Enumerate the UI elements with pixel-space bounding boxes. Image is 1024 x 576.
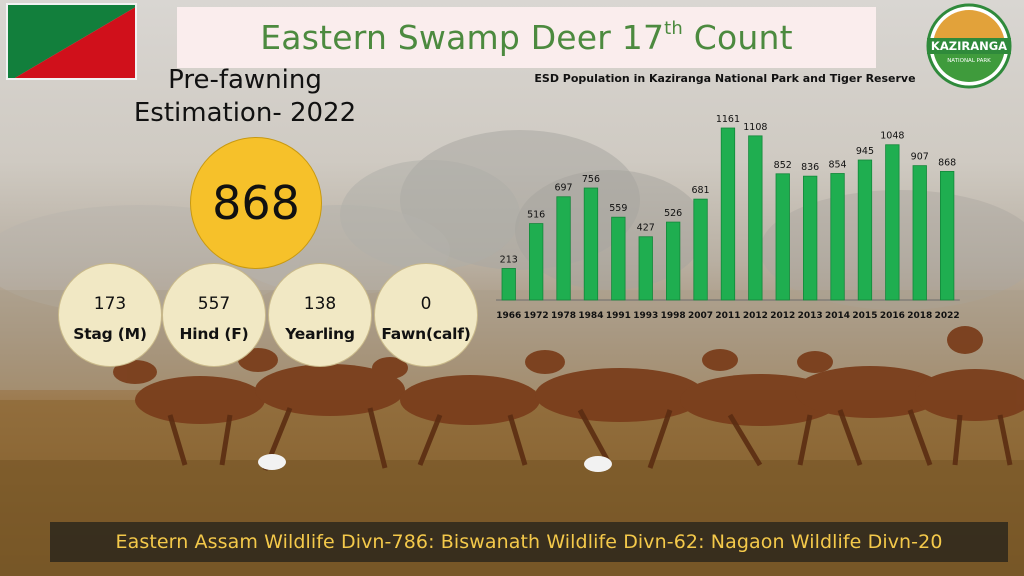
x-tick-label-14: 2016	[880, 311, 905, 321]
estimation-line-2: Estimation- 2022	[133, 98, 357, 128]
chart-bar-1993-5	[638, 236, 653, 301]
fawn-count: 0	[420, 294, 432, 314]
total-count: 868	[212, 176, 300, 230]
chart-bar-2007-7	[693, 198, 708, 301]
data-label-10: 852	[774, 160, 792, 171]
fawn-circle: 0 Fawn(calf)	[374, 263, 478, 367]
x-tick-label-5: 1993	[633, 311, 658, 321]
title-banner: Eastern Swamp Deer 17th Count	[177, 7, 876, 68]
data-label-15: 907	[911, 152, 929, 163]
data-label-7: 681	[691, 185, 709, 196]
data-label-13: 945	[856, 146, 874, 157]
data-label-14: 1048	[880, 131, 904, 142]
data-label-12: 854	[828, 159, 846, 170]
x-tick-label-10: 2012	[770, 311, 795, 321]
page-title: Eastern Swamp Deer 17th Count	[260, 18, 792, 57]
x-tick-label-2: 1978	[551, 311, 576, 321]
x-tick-label-16: 2022	[935, 311, 960, 321]
chart-bar-1966-0	[501, 268, 516, 301]
x-tick-label-1: 1972	[524, 311, 549, 321]
footer-text: Eastern Assam Wildlife Divn-786: Biswana…	[115, 531, 943, 553]
stag-count: 173	[93, 294, 127, 314]
estimation-heading: Pre-fawning Estimation- 2022	[110, 64, 380, 130]
hind-label: Hind (F)	[179, 325, 249, 343]
chart-bar-2013-11	[802, 175, 818, 301]
chart-bar-1998-6	[665, 221, 681, 301]
chart-bar-2018-15	[912, 165, 927, 301]
chart-bar-2016-14	[885, 144, 900, 301]
hind-count: 557	[197, 294, 231, 314]
chart-bar-1984-3	[583, 187, 599, 301]
x-tick-label-11: 2013	[798, 311, 823, 321]
data-label-0: 213	[500, 254, 518, 265]
footer-banner: Eastern Assam Wildlife Divn-786: Biswana…	[50, 522, 1008, 562]
data-label-5: 427	[637, 223, 655, 234]
chart-bar-2011-8	[720, 127, 736, 301]
population-chart: ESD Population in Kaziranga National Par…	[490, 68, 960, 328]
title-tail: Count	[683, 18, 793, 57]
x-tick-label-15: 2018	[907, 311, 932, 321]
logo-subtitle: NATIONAL PARK	[947, 58, 991, 64]
yearling-label: Yearling	[285, 325, 355, 343]
data-label-9: 1108	[743, 122, 767, 133]
chart-bar-2012-9	[748, 135, 763, 301]
title-ordinal-suffix: th	[664, 18, 684, 39]
x-tick-label-9: 2012	[743, 311, 768, 321]
x-tick-label-7: 2007	[688, 311, 713, 321]
x-tick-label-4: 1991	[606, 311, 631, 321]
chart-bar-2012-10	[775, 173, 790, 301]
data-label-4: 559	[609, 203, 627, 214]
chart-bar-1991-4	[611, 216, 626, 301]
estimation-line-1: Pre-fawning	[168, 65, 322, 95]
data-label-8: 1161	[716, 114, 740, 125]
data-label-16: 868	[938, 157, 956, 168]
data-label-1: 516	[527, 210, 545, 221]
data-label-2: 697	[554, 183, 572, 194]
yearling-circle: 138 Yearling	[268, 263, 372, 367]
x-tick-label-6: 1998	[661, 311, 686, 321]
chart-bar-1972-1	[529, 223, 544, 301]
stag-circle: 173 Stag (M)	[58, 263, 162, 367]
kaziranga-logo: KAZIRANGA NATIONAL PARK	[917, 2, 1021, 90]
hind-circle: 557 Hind (F)	[162, 263, 266, 367]
chart-bar-1978-2	[556, 196, 571, 301]
chart-bar-2014-12	[830, 173, 845, 301]
title-main: Eastern Swamp Deer 17	[260, 18, 665, 57]
x-tick-label-0: 1966	[496, 311, 521, 321]
data-label-11: 836	[801, 162, 819, 173]
data-label-3: 756	[582, 174, 600, 185]
x-tick-label-8: 2011	[715, 311, 740, 321]
x-tick-label-13: 2015	[852, 311, 877, 321]
chart-bar-2022-16	[939, 171, 955, 301]
stag-label: Stag (M)	[73, 325, 147, 343]
bar-chart-svg: 213 1966 516 1972 697 1978 756 1984 559 1991 427 19…	[496, 114, 960, 321]
yearling-count: 138	[303, 294, 337, 314]
data-label-6: 526	[664, 208, 682, 219]
chart-bar-2015-13	[857, 159, 873, 301]
x-tick-label-3: 1984	[578, 311, 603, 321]
logo-title: KAZIRANGA	[931, 39, 1007, 53]
assam-flag	[6, 3, 137, 80]
chart-title: ESD Population in Kaziranga National Par…	[534, 72, 916, 85]
total-count-circle: 868	[190, 137, 322, 269]
fawn-label: Fawn(calf)	[381, 325, 471, 343]
x-tick-label-12: 2014	[825, 311, 850, 321]
